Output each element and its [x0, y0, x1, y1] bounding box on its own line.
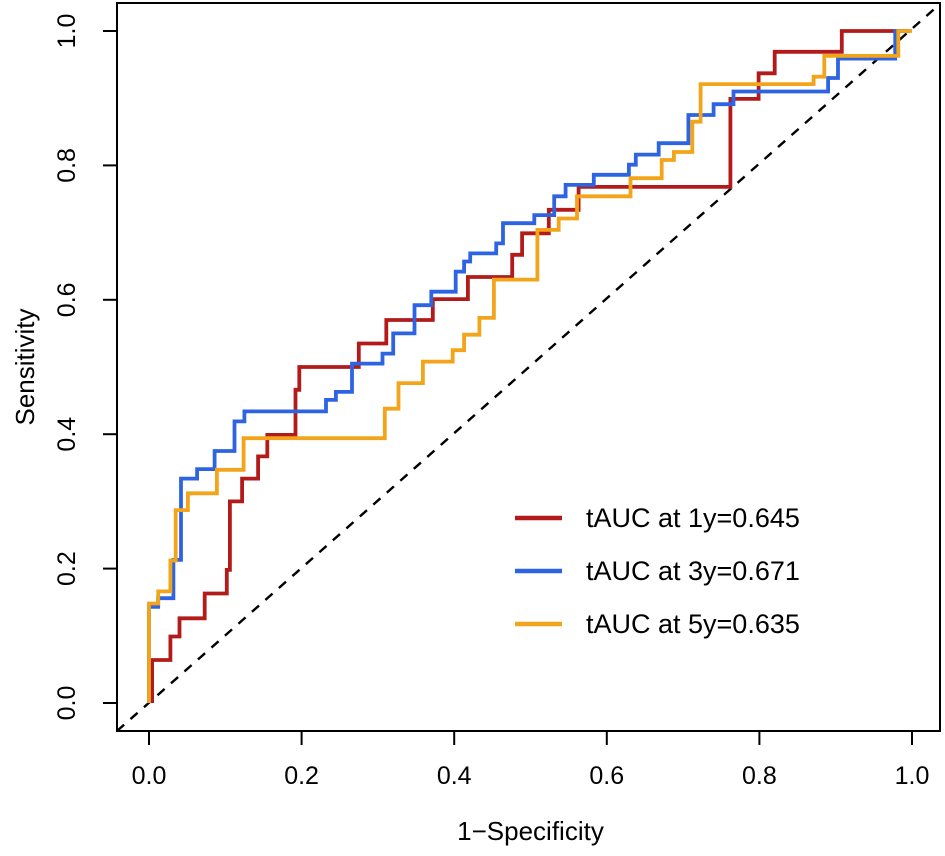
y-tick-label: 0.4 [53, 417, 81, 452]
x-tick-label: 1.0 [895, 762, 930, 790]
y-tick-label: 1.0 [53, 14, 81, 49]
x-tick-label: 0.4 [437, 762, 472, 790]
x-tick-label: 0.0 [132, 762, 167, 790]
roc-curve-1y [150, 29, 910, 703]
x-tick-label: 0.8 [742, 762, 777, 790]
y-tick-label: 0.2 [53, 551, 81, 586]
diagonal-reference-line [116, 3, 941, 732]
x-tick-label: 0.2 [284, 762, 319, 790]
x-tick-label: 0.6 [589, 762, 624, 790]
roc-curve-5y [147, 29, 912, 703]
y-tick-label: 0.6 [53, 282, 81, 317]
y-tick-label: 0.0 [53, 686, 81, 721]
legend-label: tAUC at 5y=0.635 [586, 609, 800, 639]
y-tick-label: 0.8 [53, 148, 81, 183]
plot-box [116, 2, 941, 732]
y-axis-title: Sensitivity [10, 308, 40, 425]
x-axis-title: 1−Specificity [457, 816, 604, 846]
legend-label: tAUC at 1y=0.645 [586, 503, 800, 533]
roc-curve-3y [147, 29, 910, 703]
legend-label: tAUC at 3y=0.671 [586, 556, 800, 586]
